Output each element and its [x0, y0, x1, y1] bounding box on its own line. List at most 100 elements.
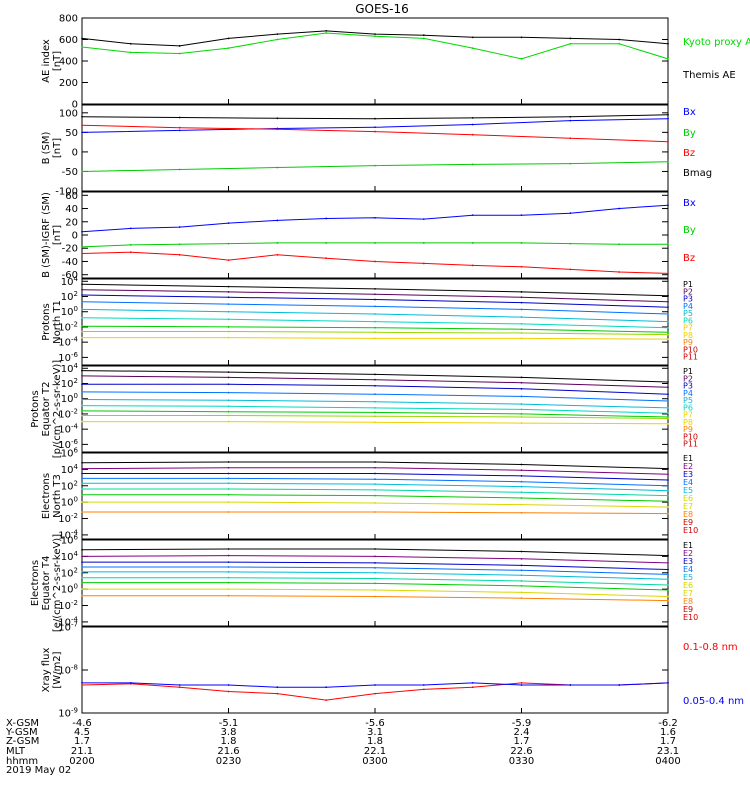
y-tick-label: 50 — [65, 128, 78, 139]
y-axis-label: Protons — [30, 390, 41, 427]
data-point — [81, 501, 83, 504]
data-point — [325, 257, 328, 260]
data-point — [81, 404, 83, 407]
data-point — [178, 253, 181, 256]
data-point — [81, 493, 83, 496]
data-point — [520, 469, 523, 472]
data-point — [667, 393, 669, 396]
data-point — [178, 116, 181, 119]
axis-row-value: 2.4 — [514, 727, 530, 738]
data-point — [276, 128, 279, 131]
y-tick-label: 106 — [61, 534, 79, 547]
data-point — [178, 129, 181, 132]
data-point — [227, 336, 230, 339]
data-point — [227, 548, 230, 550]
data-point — [667, 113, 669, 116]
data-point — [569, 119, 572, 122]
series-line-p5 — [81, 399, 669, 409]
axis-row-value: 22.6 — [510, 746, 532, 757]
legend-label: E7 — [683, 589, 693, 598]
y-axis-label: Protons — [41, 303, 52, 340]
data-point — [618, 207, 621, 210]
data-point — [81, 482, 83, 485]
data-point — [667, 506, 669, 508]
data-point — [667, 599, 669, 602]
legend-label: E6 — [683, 494, 693, 503]
data-point — [520, 337, 523, 340]
data-point — [667, 595, 669, 598]
data-point — [667, 204, 669, 207]
data-point — [374, 305, 376, 308]
data-point — [227, 493, 230, 496]
data-point — [374, 595, 376, 598]
data-point — [81, 414, 83, 417]
data-point — [667, 326, 669, 329]
y-tick-label: -100 — [55, 187, 78, 198]
data-point — [520, 511, 523, 514]
legend-label: P2 — [683, 374, 693, 383]
legend-label: P7 — [683, 324, 693, 333]
data-point — [81, 283, 83, 286]
axis-row-value: 4.5 — [74, 727, 90, 738]
data-point — [471, 682, 474, 684]
legend-label: P2 — [683, 287, 693, 296]
data-point — [178, 45, 181, 47]
legend-label: 0.1-0.8 nm — [683, 642, 738, 653]
data-point — [520, 301, 523, 304]
data-point — [569, 37, 572, 40]
data-point — [667, 333, 669, 336]
data-point — [81, 300, 83, 303]
data-point — [520, 422, 523, 424]
data-point — [667, 562, 669, 564]
legend-label: E10 — [683, 526, 698, 535]
data-point — [178, 126, 181, 129]
data-point — [227, 383, 230, 386]
data-point — [227, 414, 230, 417]
data-point — [374, 555, 376, 558]
data-point — [81, 477, 83, 480]
data-point — [667, 554, 669, 557]
data-point — [227, 684, 230, 686]
data-point — [227, 285, 230, 288]
data-point — [374, 130, 376, 133]
data-point — [227, 330, 230, 333]
data-point — [374, 415, 376, 418]
legend-label: P3 — [683, 382, 693, 391]
axis-row-value: -5.9 — [512, 718, 532, 729]
y-tick-label: 100 — [61, 392, 78, 405]
data-point — [520, 684, 523, 686]
data-point — [374, 33, 376, 36]
legend-label: P9 — [683, 425, 693, 434]
legend-label: E7 — [683, 502, 693, 511]
data-point — [276, 166, 279, 169]
data-point — [178, 686, 181, 689]
series-line-p4 — [81, 301, 669, 315]
axis-row-label: hhmm — [6, 756, 38, 767]
data-point — [81, 571, 83, 573]
data-point — [227, 482, 230, 485]
data-point — [227, 561, 230, 564]
axis-row-value: -6.2 — [658, 718, 678, 729]
data-point — [520, 403, 523, 405]
data-point — [520, 328, 523, 331]
data-point — [374, 589, 376, 591]
y-tick-label: -60 — [62, 270, 78, 281]
data-point — [569, 162, 572, 165]
legend-label: P6 — [683, 316, 693, 325]
data-point — [81, 410, 83, 412]
y-tick-label: 100 — [61, 583, 78, 596]
data-point — [276, 219, 279, 222]
y-axis-label: [e/(cm^2-s-sr-keV)] — [52, 534, 63, 632]
data-point — [520, 475, 523, 477]
data-point — [667, 500, 669, 503]
data-point — [520, 265, 523, 268]
data-point — [227, 303, 230, 306]
data-point — [227, 581, 230, 584]
data-point — [374, 577, 376, 580]
data-point — [81, 336, 83, 339]
y-axis-label: Electrons — [41, 473, 52, 519]
data-point — [81, 383, 83, 386]
axis-row-value: 22.1 — [364, 746, 386, 757]
data-point — [471, 133, 474, 136]
